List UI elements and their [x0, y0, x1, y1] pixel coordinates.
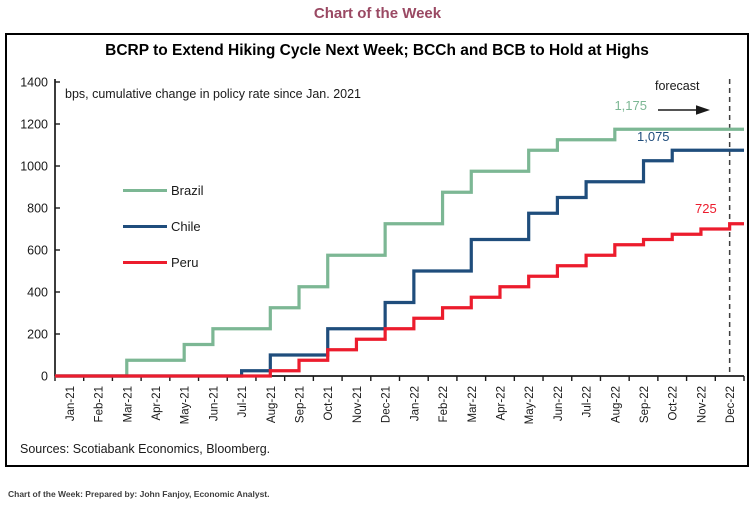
chart-subtitle: bps, cumulative change in policy rate si…: [65, 87, 362, 101]
x-tick-label: Jun-21: [208, 386, 220, 421]
y-tick-label: 800: [27, 202, 48, 216]
x-tick-label: Jan-22: [409, 386, 421, 421]
x-tick-label: May-22: [524, 386, 536, 424]
x-tick-label: May-21: [180, 386, 192, 424]
x-tick-label: Oct-22: [668, 386, 680, 421]
x-tick-label: Jan-21: [65, 386, 77, 421]
x-tick-label: Feb-21: [94, 386, 106, 422]
peru-line-swatch: [123, 260, 167, 265]
x-tick-label: Dec-21: [381, 386, 393, 423]
sources-note: Sources: Scotiabank Economics, Bloomberg…: [20, 442, 271, 456]
x-tick-label: Jul-22: [582, 386, 594, 417]
legend-label-brazil: Brazil: [171, 183, 204, 198]
x-tick-label: Aug-21: [266, 386, 278, 423]
chart-frame: BCRP to Extend Hiking Cycle Next Week; B…: [5, 33, 749, 467]
legend-label-chile: Chile: [171, 219, 201, 234]
x-tick-label: Apr-22: [495, 386, 507, 421]
y-tick-label: 600: [27, 244, 48, 258]
x-tick-label: Mar-21: [122, 386, 134, 422]
y-tick-label: 400: [27, 286, 48, 300]
x-tick-label: Nov-21: [352, 386, 364, 423]
x-tick-label: Mar-22: [467, 386, 479, 422]
footer-credit: Chart of the Week: Prepared by: John Fan…: [8, 489, 270, 499]
y-tick-label: 1000: [20, 160, 48, 174]
brazil-line-swatch: [123, 188, 167, 193]
x-tick-label: Sep-22: [639, 386, 651, 423]
series-line-brazil: [55, 127, 744, 378]
legend-item-chile: Chile: [123, 218, 204, 235]
y-tick-label: 200: [27, 328, 48, 342]
chile-line-swatch: [123, 224, 167, 229]
chart-legend: Brazil Chile Peru: [123, 182, 204, 290]
x-tick-label: Aug-22: [610, 386, 622, 423]
legend-item-peru: Peru: [123, 254, 204, 271]
x-tick-label: Apr-21: [151, 386, 163, 421]
x-tick-label: Oct-21: [323, 386, 335, 421]
x-tick-label: Feb-22: [438, 386, 450, 422]
peru-end-value-label: 725: [695, 201, 717, 216]
chart-title: BCRP to Extend Hiking Cycle Next Week; B…: [105, 42, 649, 59]
forecast-annotation: forecast: [655, 79, 700, 93]
x-tick-label: Jun-22: [553, 386, 565, 421]
chile-end-value-label: 1,075: [637, 129, 670, 144]
x-tick-label: Nov-22: [696, 386, 708, 423]
y-tick-label: 1200: [20, 118, 48, 132]
chart-plot-area: 0 200 400 600 800 1000 1200 1400 Jan-21 Feb-21 Mar…: [20, 76, 745, 424]
forecast-arrowhead: [696, 105, 710, 115]
legend-label-peru: Peru: [171, 255, 199, 270]
legend-item-brazil: Brazil: [123, 182, 204, 199]
page-title: Chart of the Week: [313, 5, 442, 22]
y-tick-label: 0: [41, 370, 48, 384]
brazil-end-value-label: 1,175: [614, 98, 647, 113]
x-tick-label: Dec-22: [725, 386, 737, 423]
series-line-peru: [55, 222, 744, 378]
x-tick-label: Jul-21: [237, 386, 249, 417]
y-tick-label: 1400: [20, 76, 48, 90]
x-tick-label: Sep-21: [295, 386, 307, 423]
